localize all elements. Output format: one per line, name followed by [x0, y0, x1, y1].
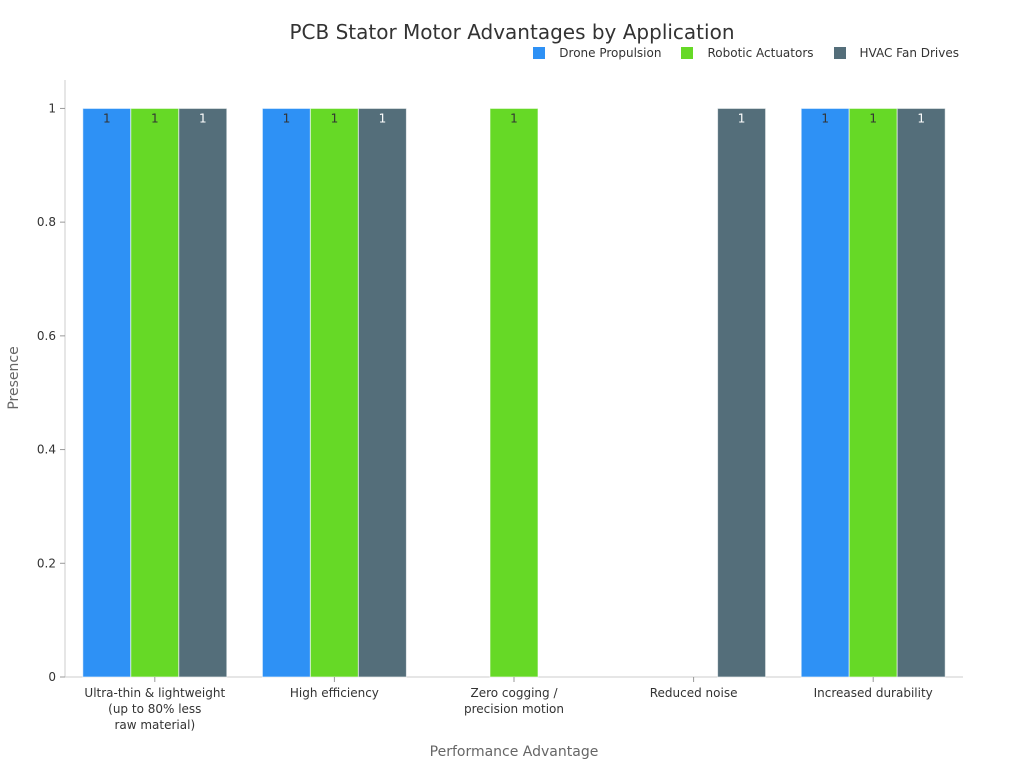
legend-swatch-hvac-fan-drives: [833, 47, 846, 59]
bar[interactable]: [489, 107, 539, 678]
y-axis-title: Presence: [6, 346, 22, 409]
legend-swatch-robotic-actuators: [681, 47, 694, 59]
bar[interactable]: [357, 107, 407, 678]
y-tick-label: 0.8: [37, 215, 56, 229]
x-axis-title: Performance Advantage: [430, 744, 599, 760]
x-tick-label-line: High efficiency: [290, 686, 379, 700]
x-tick-label-line: raw material): [114, 718, 195, 732]
data-label: 1: [199, 111, 207, 125]
x-tick-label: Ultra-thin & lightweight (up to 80% less r…: [84, 686, 225, 732]
data-label: 1: [821, 111, 829, 125]
x-tick-label-line: Increased durability: [814, 686, 933, 700]
bar[interactable]: [309, 107, 359, 678]
y-tick-label: 0.2: [37, 556, 56, 570]
y-tick-label: 0.4: [37, 443, 56, 457]
data-label: 1: [151, 111, 159, 125]
data-label: 1: [379, 111, 387, 125]
x-tick-label-line: Reduced noise: [650, 686, 738, 700]
chart-title: PCB Stator Motor Advantages by Applicati…: [289, 20, 735, 44]
legend-item-robotic-actuators[interactable]: Robotic Actuators: [681, 46, 814, 60]
y-tick-label: 0.6: [37, 329, 56, 343]
legend-label-hvac-fan-drives: HVAC Fan Drives: [859, 46, 959, 60]
legend-item-hvac-fan-drives[interactable]: HVAC Fan Drives: [833, 46, 959, 60]
data-label: 1: [917, 111, 925, 125]
x-tick-label: High efficiency: [290, 686, 379, 700]
legend-label-drone-propulsion: Drone Propulsion: [559, 46, 662, 60]
data-label: 1: [283, 111, 291, 125]
data-label: 1: [510, 111, 518, 125]
x-tick-label-line: (up to 80% less: [108, 702, 201, 716]
bar[interactable]: [130, 107, 180, 678]
data-label: 1: [869, 111, 877, 125]
bar[interactable]: [261, 107, 311, 678]
legend-item-drone-propulsion[interactable]: Drone Propulsion: [533, 46, 661, 60]
data-label: 1: [331, 111, 339, 125]
data-label: 1: [738, 111, 746, 125]
data-label: 1: [103, 111, 111, 125]
y-tick-label: 1: [48, 101, 56, 115]
x-tick-label-line: precision motion: [464, 702, 564, 716]
legend: Drone Propulsion Robotic Actuators HVAC …: [533, 46, 959, 60]
bar[interactable]: [848, 107, 898, 678]
legend-swatch-drone-propulsion: [533, 47, 546, 59]
bar[interactable]: [717, 107, 767, 678]
x-tick-label-line: Zero cogging /: [470, 686, 558, 700]
x-tick-label-line: Ultra-thin & lightweight: [84, 686, 225, 700]
y-tick-label: 0: [48, 670, 56, 684]
bar[interactable]: [896, 107, 946, 678]
bar[interactable]: [800, 107, 850, 678]
x-tick-label: Increased durability: [814, 686, 933, 700]
x-tick-label: Zero cogging / precision motion: [464, 686, 564, 716]
legend-label-robotic-actuators: Robotic Actuators: [707, 46, 814, 60]
bar[interactable]: [82, 107, 132, 678]
x-tick-label: Reduced noise: [650, 686, 738, 700]
bar[interactable]: [178, 107, 228, 678]
